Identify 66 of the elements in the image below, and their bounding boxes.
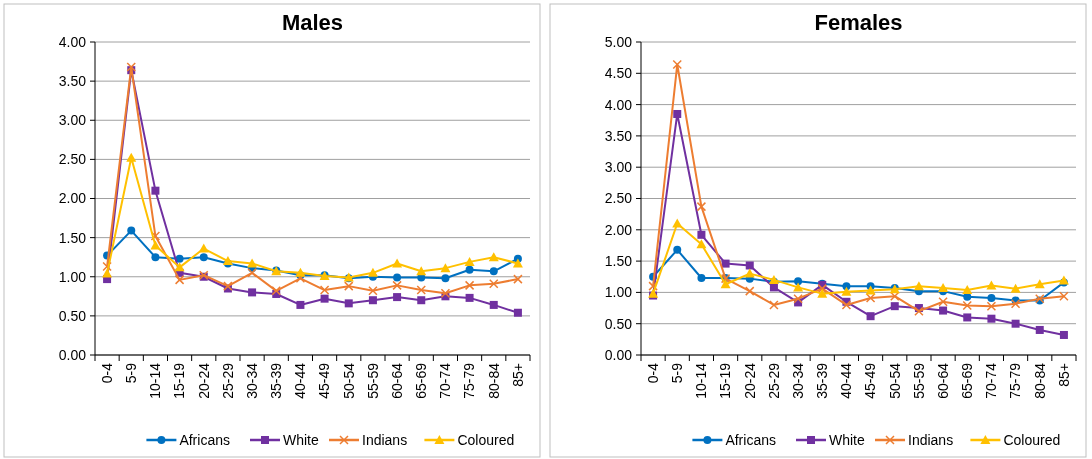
y-tick-label: 0.00 bbox=[58, 346, 87, 363]
y-tick-label: 4.50 bbox=[604, 65, 633, 82]
x-tick-label: 70-74 bbox=[437, 362, 454, 399]
legend-label: White bbox=[829, 431, 865, 448]
y-tick-label: 3.50 bbox=[58, 73, 87, 90]
x-tick-label: 75-79 bbox=[1007, 362, 1024, 399]
x-tick-label: 85+ bbox=[509, 363, 526, 387]
x-tick-label: 15-19 bbox=[171, 362, 188, 399]
x-tick-label: 35-39 bbox=[814, 362, 831, 399]
y-tick-label: 5.00 bbox=[604, 33, 633, 50]
legend-label: Africans bbox=[179, 431, 230, 448]
y-tick-label: 3.00 bbox=[604, 159, 633, 176]
chart-title: Males bbox=[281, 10, 344, 35]
x-tick-label: 60-64 bbox=[388, 362, 405, 399]
x-tick-label: 0-4 bbox=[644, 362, 661, 384]
x-tick-label: 30-34 bbox=[243, 362, 260, 399]
x-tick-label: 30-34 bbox=[789, 362, 806, 399]
y-tick-label: 1.50 bbox=[58, 229, 87, 246]
x-tick-label: 65-69 bbox=[959, 362, 976, 399]
y-tick-label: 1.00 bbox=[604, 284, 633, 301]
y-tick-label: 4.00 bbox=[58, 33, 87, 50]
y-tick-label: 0.50 bbox=[58, 307, 87, 324]
y-tick-label: 1.00 bbox=[58, 268, 87, 285]
x-tick-label: 85+ bbox=[1055, 363, 1072, 387]
x-tick-label: 50-54 bbox=[886, 362, 903, 399]
chart-title: Females bbox=[814, 10, 903, 35]
x-tick-label: 75-79 bbox=[461, 362, 478, 399]
x-tick-label: 45-49 bbox=[316, 362, 333, 399]
x-tick-label: 10-14 bbox=[693, 362, 710, 399]
x-tick-label: 40-44 bbox=[838, 362, 855, 399]
x-tick-label: 70-74 bbox=[983, 362, 1000, 399]
y-tick-label: 2.50 bbox=[604, 190, 633, 207]
legend-label: Indians bbox=[908, 431, 954, 448]
y-tick-label: 3.00 bbox=[58, 112, 87, 129]
x-tick-label: 5-9 bbox=[669, 362, 686, 384]
legend-label: White bbox=[283, 431, 319, 448]
x-tick-label: 5-9 bbox=[123, 362, 140, 384]
x-tick-label: 55-59 bbox=[364, 362, 381, 399]
x-tick-label: 65-69 bbox=[413, 362, 430, 399]
y-tick-label: 0.00 bbox=[604, 346, 633, 363]
legend-label: Coloured bbox=[1003, 431, 1061, 448]
x-tick-label: 20-24 bbox=[195, 362, 212, 399]
legend-label: Indians bbox=[362, 431, 408, 448]
x-tick-label: 80-84 bbox=[485, 362, 502, 399]
x-tick-label: 25-29 bbox=[219, 362, 236, 399]
x-tick-label: 40-44 bbox=[292, 362, 309, 399]
x-tick-label: 10-14 bbox=[147, 362, 164, 399]
x-tick-label: 60-64 bbox=[934, 362, 951, 399]
y-tick-label: 0.50 bbox=[604, 315, 633, 332]
x-tick-label: 55-59 bbox=[910, 362, 927, 399]
x-tick-label: 35-39 bbox=[268, 362, 285, 399]
legend-label: Africans bbox=[725, 431, 776, 448]
y-tick-label: 3.50 bbox=[604, 127, 633, 144]
y-tick-label: 1.50 bbox=[604, 253, 633, 269]
x-tick-label: 20-24 bbox=[741, 362, 758, 399]
x-tick-label: 80-84 bbox=[1031, 362, 1048, 399]
x-tick-label: 0-4 bbox=[98, 362, 115, 384]
y-tick-label: 2.00 bbox=[58, 190, 87, 207]
y-tick-label: 2.00 bbox=[604, 221, 633, 238]
x-tick-label: 45-49 bbox=[862, 362, 879, 399]
legend-label: Coloured bbox=[457, 431, 515, 448]
x-tick-label: 25-29 bbox=[765, 362, 782, 399]
y-tick-label: 2.50 bbox=[58, 151, 87, 168]
x-tick-label: 15-19 bbox=[717, 362, 734, 399]
x-tick-label: 50-54 bbox=[340, 362, 357, 399]
y-tick-label: 4.00 bbox=[604, 96, 633, 113]
